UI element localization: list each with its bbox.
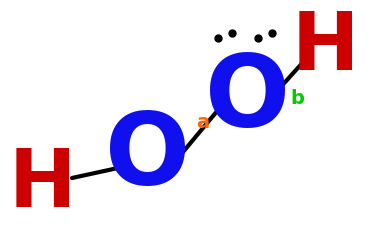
Text: H: H <box>291 9 359 87</box>
Text: b: b <box>290 89 304 108</box>
Text: O: O <box>105 110 190 206</box>
Text: H: H <box>8 146 76 224</box>
Text: a: a <box>196 113 209 132</box>
Text: O: O <box>206 51 291 149</box>
